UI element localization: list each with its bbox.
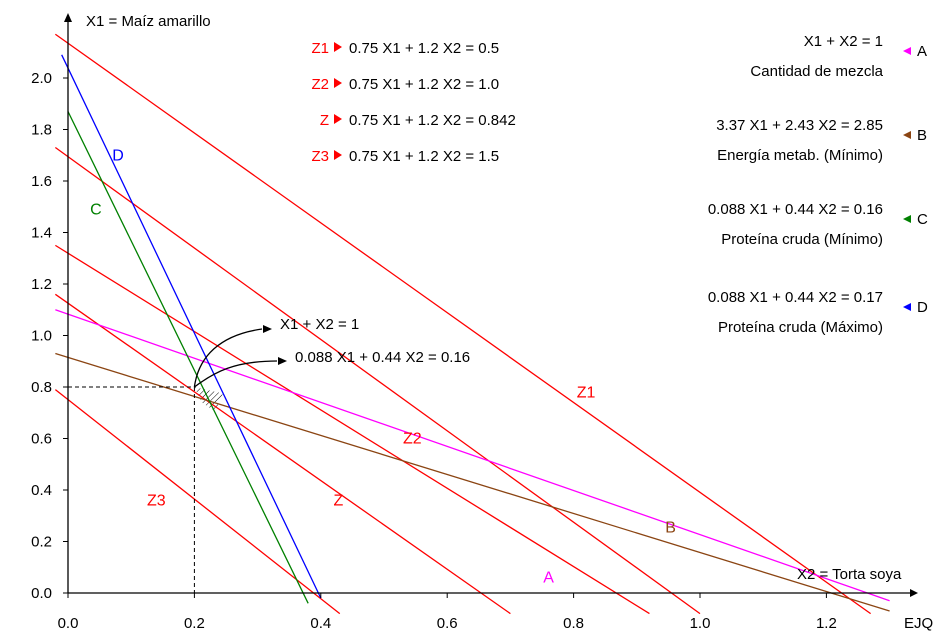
objective-legend-name: Z xyxy=(320,112,329,129)
objective-legend-equation: 0.75 X1 + 1.2 X2 = 1.5 xyxy=(349,148,499,165)
y-axis-arrow xyxy=(64,13,72,22)
constraint-legend-equation: 3.37 X1 + 2.43 X2 = 2.85 xyxy=(716,117,883,134)
series-line-a-5 xyxy=(55,309,890,602)
series-line-z-2 xyxy=(54,293,511,615)
y-tick-label: 1.4 xyxy=(31,225,52,242)
annotation-arrow-head xyxy=(278,357,287,365)
annotation-layer: X1 + X2 = 1 0.088 X1 + 0.44 X2 = 0.16 xyxy=(193,316,470,388)
lines-layer xyxy=(54,33,890,615)
constraint-legend-description: Proteína cruda (Mínimo) xyxy=(721,231,883,248)
annotation-arrow-path xyxy=(194,360,278,388)
x-tick-label: 0.6 xyxy=(437,615,458,632)
x-axis-end-label: EJQ xyxy=(904,615,933,632)
objective-legend-marker xyxy=(334,114,342,124)
y-tick-label: 0.4 xyxy=(31,482,52,499)
annotation-text: X1 + X2 = 1 xyxy=(280,316,359,333)
x-axis-label: X2 = Torta soya xyxy=(797,566,902,583)
series-line-z2-4 xyxy=(54,146,701,615)
objective-legend-equation: 0.75 X1 + 1.2 X2 = 0.5 xyxy=(349,40,499,57)
series-line-z2-1 xyxy=(55,244,650,615)
axes-layer: 0.0 0.2 0.4 0.6 0.8 1.0 1.2 0.0 0.2 0.4 0.6 0.8 1.0 1… xyxy=(31,13,918,632)
y-tick-label: 0.2 xyxy=(31,534,52,551)
y-tick-label: 0.8 xyxy=(31,379,52,396)
series-line-b-6 xyxy=(55,352,890,612)
y-tick-label: 1.2 xyxy=(31,276,52,293)
objective-legend-name: Z3 xyxy=(311,148,329,165)
constraint-legend-equation: X1 + X2 = 1 xyxy=(804,33,883,50)
legend-layer: Z1 0.75 X1 + 1.2 X2 = 0.5 Z2 0.75 X1 + 1.2 … xyxy=(311,33,928,336)
constraint-legend-marker xyxy=(903,131,911,139)
annotation-arrow-path xyxy=(193,328,263,388)
x-tick-label: 1.2 xyxy=(816,615,837,632)
y-tick-label: 2.0 xyxy=(31,70,52,87)
x-tick-label: 0.0 xyxy=(58,615,79,632)
objective-legend-equation: 0.75 X1 + 1.2 X2 = 0.842 xyxy=(349,112,516,129)
y-axis-label: X1 = Maíz amarillo xyxy=(86,13,211,30)
series-line-z3-3 xyxy=(54,389,341,615)
line-label-b: B xyxy=(665,519,676,536)
labels-layer: D C Z1 Z2 Z Z3 B A xyxy=(90,147,676,586)
constraint-legend-name: D xyxy=(917,299,928,316)
objective-legend-name: Z2 xyxy=(311,76,329,93)
line-label-d: D xyxy=(112,147,124,164)
y-tick-label: 0.6 xyxy=(31,431,52,448)
line-label-z3: Z3 xyxy=(147,492,166,509)
constraint-legend-marker xyxy=(903,303,911,311)
objective-legend-equation: 0.75 X1 + 1.2 X2 = 1.0 xyxy=(349,76,499,93)
x-axis-arrow xyxy=(910,589,918,597)
x-tick-label: 1.0 xyxy=(690,615,711,632)
line-label-c: C xyxy=(90,201,102,218)
constraint-legend-name: A xyxy=(917,43,927,60)
series-line-c-7 xyxy=(67,111,309,604)
objective-legend-name: Z1 xyxy=(311,40,329,57)
y-tick-label: 1.0 xyxy=(31,328,52,345)
line-label-z: Z xyxy=(333,492,343,509)
constraint-legend-description: Cantidad de mezcla xyxy=(750,63,883,80)
line-label-z2: Z2 xyxy=(403,431,422,448)
constraint-legend-name: B xyxy=(917,127,927,144)
constraint-legend-marker xyxy=(903,47,911,55)
y-tick-label: 1.6 xyxy=(31,173,52,190)
x-tick-label: 0.4 xyxy=(310,615,331,632)
y-tick-label: 1.8 xyxy=(31,122,52,139)
constraint-legend-equation: 0.088 X1 + 0.44 X2 = 0.16 xyxy=(708,201,883,218)
constraint-legend-description: Energía metab. (Mínimo) xyxy=(717,147,883,164)
objective-legend-marker xyxy=(334,150,342,160)
constraint-legend-marker xyxy=(903,215,911,223)
annotation-arrow-head xyxy=(263,325,272,333)
constraint-legend-name: C xyxy=(917,211,928,228)
objective-legend-marker xyxy=(334,42,342,52)
x-tick-label: 0.2 xyxy=(184,615,205,632)
series-line-d-8 xyxy=(61,54,322,599)
y-tick-label: 0.0 xyxy=(31,585,52,602)
constraint-legend-equation: 0.088 X1 + 0.44 X2 = 0.17 xyxy=(708,289,883,306)
objective-legend-marker xyxy=(334,78,342,88)
constraint-legend-description: Proteína cruda (Máximo) xyxy=(718,319,883,336)
annotation-text: 0.088 X1 + 0.44 X2 = 0.16 xyxy=(295,349,470,366)
x-tick-label: 0.8 xyxy=(563,615,584,632)
line-label-a: A xyxy=(543,570,554,587)
line-label-z1: Z1 xyxy=(577,384,596,401)
series-line-z1-0 xyxy=(54,33,872,615)
